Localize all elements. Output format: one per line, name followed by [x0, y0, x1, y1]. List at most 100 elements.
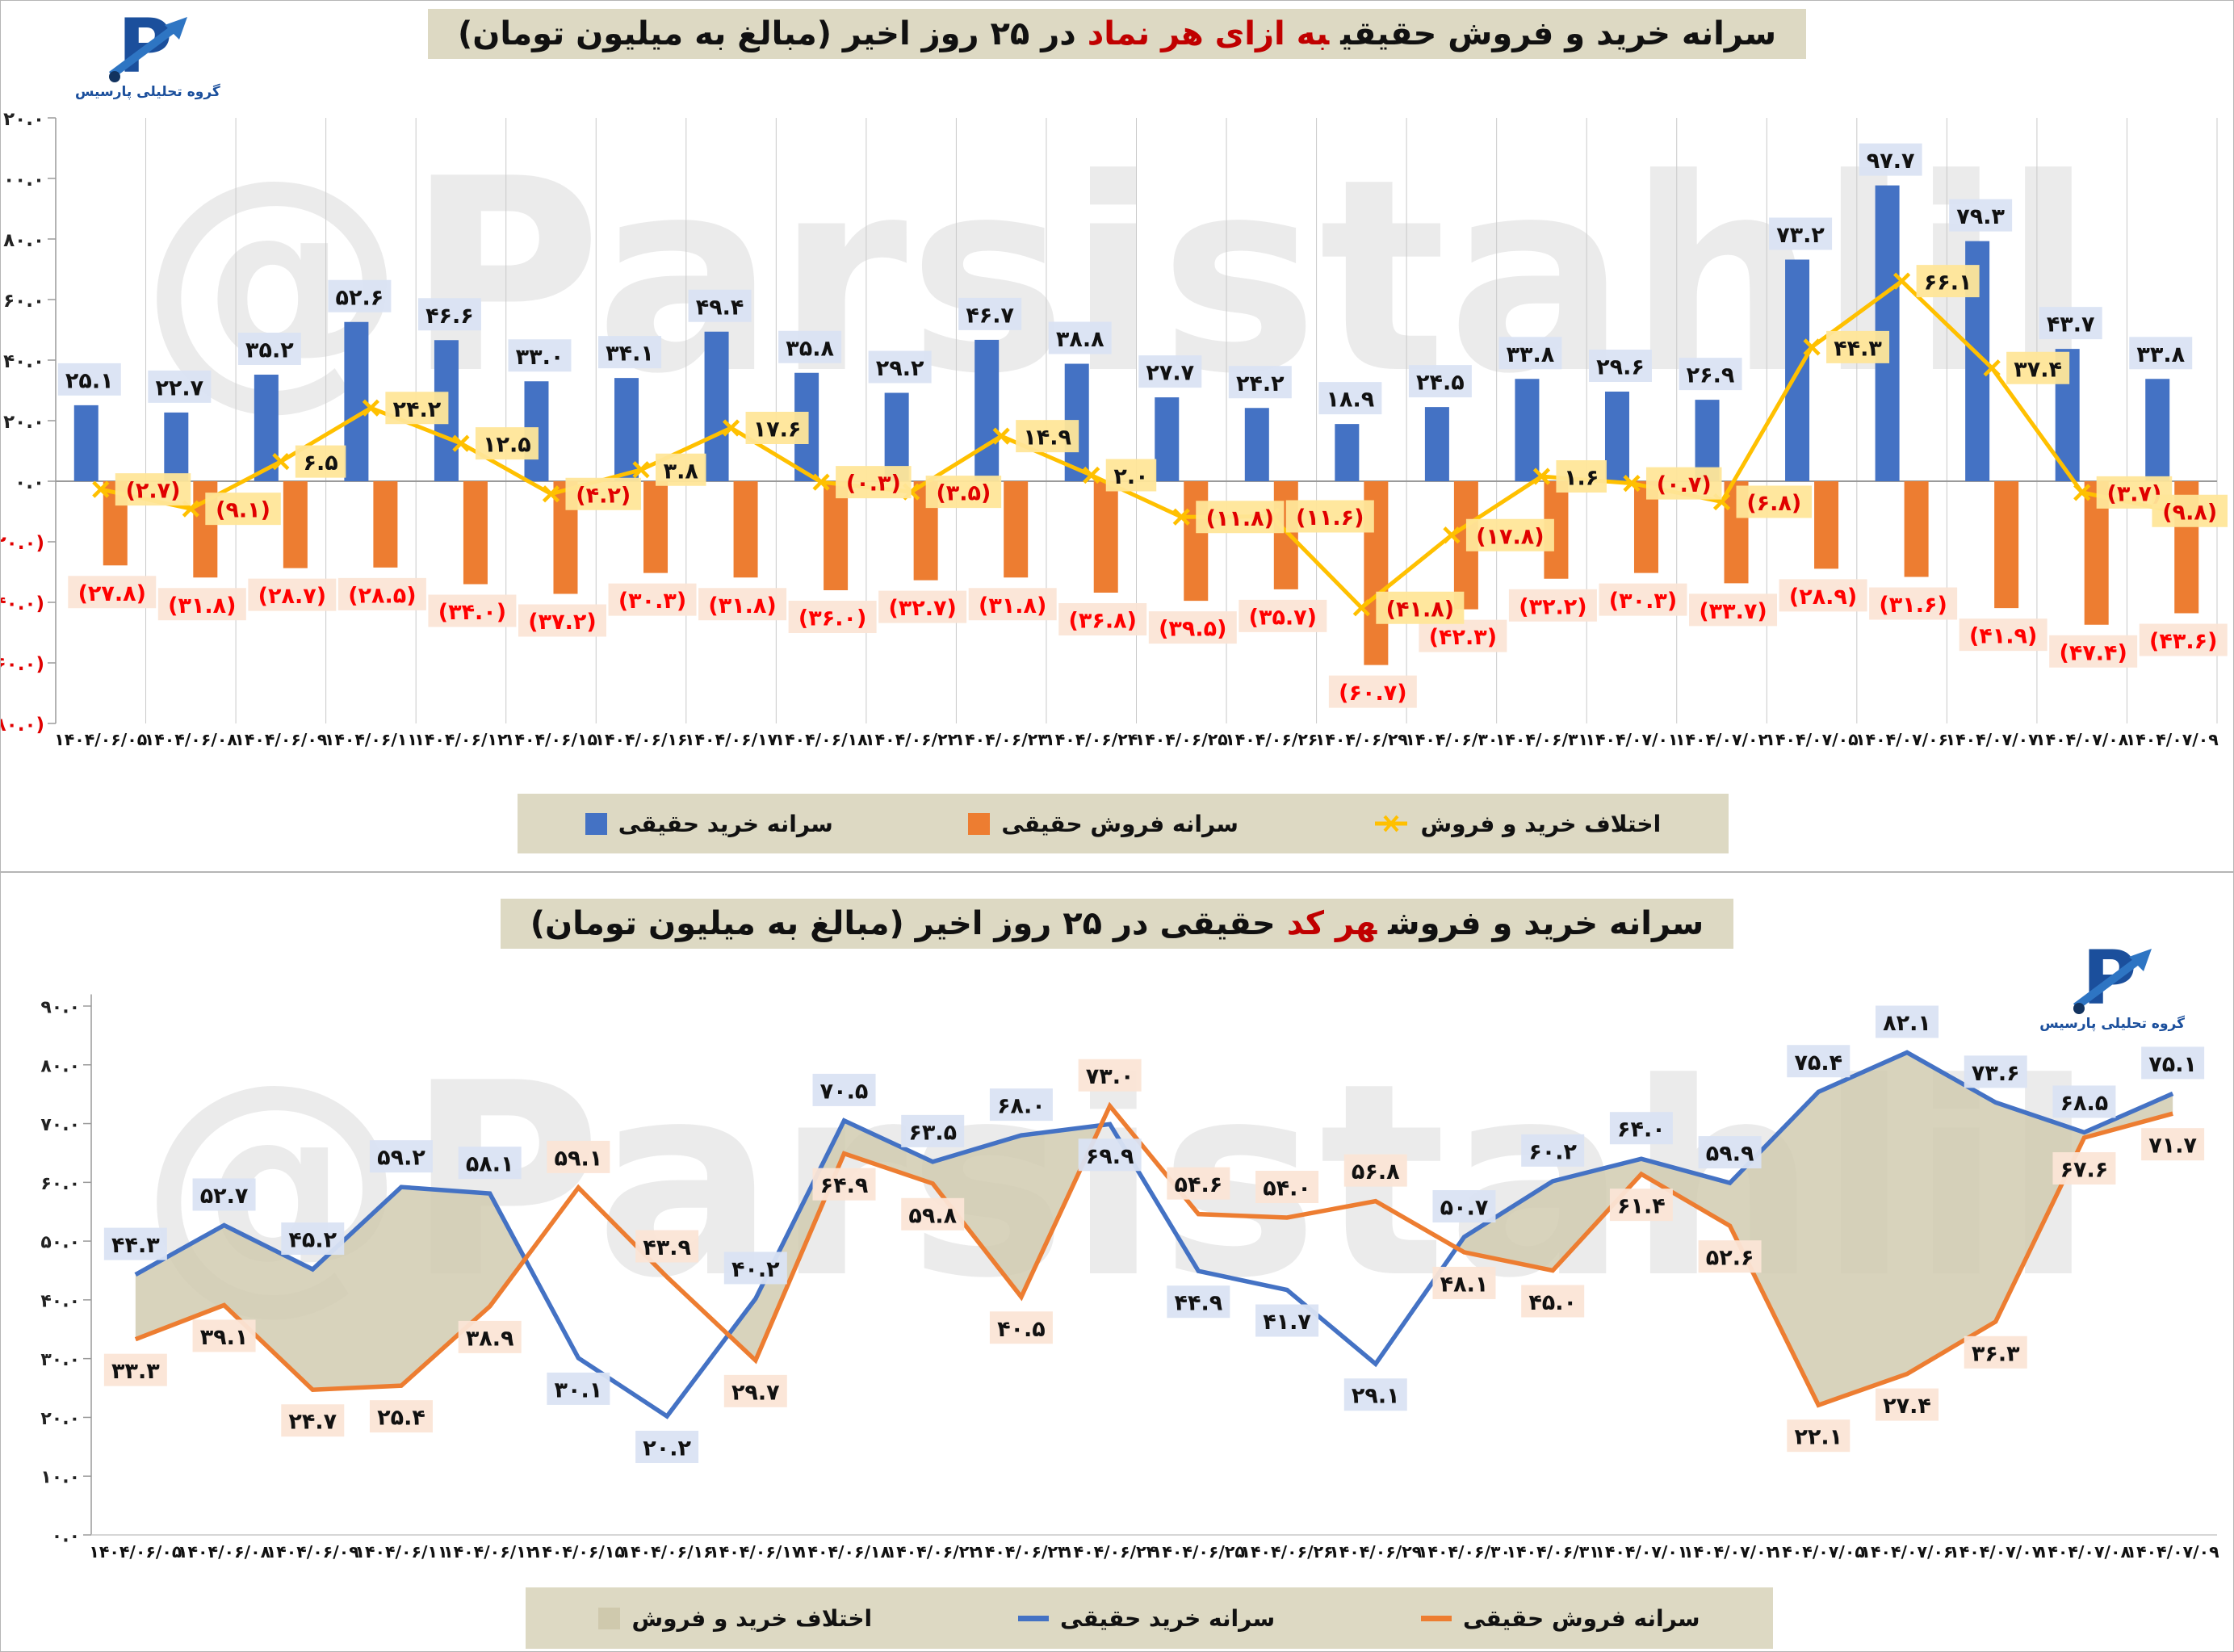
sell-value-label: (۳۴.۰)	[438, 600, 506, 625]
bar-buy	[1155, 397, 1180, 481]
diff-value-label-bg	[295, 445, 346, 478]
x-axis-label: ۱۴۰۴/۰۶/۳۱	[1507, 1542, 1599, 1562]
diff-value-label-bg	[1196, 501, 1285, 534]
diff-value-label: ۲۴.۲	[393, 397, 442, 422]
x-axis-label: ۱۴۰۴/۰۶/۱۸	[775, 730, 869, 749]
diff-value-label: ۲.۰	[1113, 464, 1148, 489]
top-x-labels: ۱۴۰۴/۰۶/۰۵۱۴۰۴/۰۶/۰۸۱۴۰۴/۰۶/۰۹۱۴۰۴/۰۶/۱۱…	[54, 730, 2219, 749]
buy-value-label-bg	[417, 298, 481, 331]
parsis-logo: P گروه تحلیلی پارسیس	[75, 6, 220, 100]
sell-point-label-bg	[1787, 1419, 1850, 1453]
bar-buy	[164, 412, 189, 481]
sell-value-label: (۳۲.۷)	[888, 596, 956, 621]
sell-value-label-bg	[1599, 583, 1687, 616]
buy-point-label-bg	[989, 1088, 1053, 1122]
sell-point-label-bg	[1432, 1266, 1496, 1299]
y-tick-label: (۸۰.۰)	[1, 715, 44, 736]
x-axis-label: ۱۴۰۴/۰۷/۰۵	[1772, 1542, 1865, 1562]
x-axis-label: ۱۴۰۴/۰۶/۱۶	[594, 730, 687, 749]
top-chart-legend: سرانه خرید حقیقی سرانه فروش حقیقی اختلاف خ…	[518, 794, 1729, 853]
buy-value-label: ۳۳.۸	[2136, 342, 2185, 367]
sell-point-label-bg	[812, 1168, 876, 1201]
sell-point-label: ۳۶.۳	[1972, 1341, 2020, 1366]
sell-point-label: ۲۷.۴	[1883, 1394, 1931, 1419]
diff-value-label-bg	[385, 392, 449, 425]
buy-point-label: ۲۹.۱	[1352, 1384, 1400, 1409]
x-axis-label: ۱۴۰۴/۰۶/۲۵	[1135, 730, 1228, 749]
buy-value-label: ۲۹.۶	[1596, 355, 1645, 380]
legend-item-label: سرانه فروش حقیقی	[1462, 1604, 1700, 1632]
sell-value-label: (۴۱.۹)	[1969, 624, 2037, 649]
sell-value-label-bg	[157, 588, 246, 621]
sell-point-label-bg	[901, 1197, 965, 1231]
buy-value-label: ۳۳.۰	[516, 345, 564, 370]
x-axis-label: ۱۴۰۴/۰۷/۰۸	[2035, 730, 2129, 749]
buy-point-label-bg	[1078, 1138, 1142, 1172]
x-axis-label: ۱۴۰۴/۰۶/۱۵	[532, 1542, 625, 1562]
sell-point-label: ۳۸.۹	[466, 1326, 514, 1351]
x-axis-label: ۱۴۰۴/۰۶/۰۸	[178, 1542, 271, 1562]
buy-point-label: ۷۵.۴	[1794, 1050, 1842, 1075]
bar-buy	[974, 339, 1000, 481]
buy-value-label-bg	[1228, 366, 1292, 399]
legend-item-label: اختلاف خرید و فروش	[1420, 810, 1662, 837]
top-y-ticks: ۱۲۰.۰ ۱۰۰.۰ ۸۰.۰ ۶۰.۰ ۴۰.۰ ۲۰.۰ ۰.۰ (۲۰.۰) (۴۰.۰…	[1, 109, 56, 736]
diff-value-label-bg	[2006, 351, 2070, 384]
buy-point-label: ۴۵.۲	[288, 1228, 337, 1253]
legend-area-swatch-icon	[598, 1607, 621, 1629]
top-title-part2: در ۲۵ روز اخیر (مبالغ به میلیون تومان)	[457, 15, 1076, 52]
x-marker	[722, 419, 740, 437]
bar-sell	[373, 481, 398, 568]
diff-value-label-bg	[1285, 500, 1374, 533]
x-axis-label: ۱۴۰۴/۰۶/۱۱	[354, 1542, 447, 1562]
x-marker	[1893, 272, 1911, 290]
sell-value-label: (۲۸.۹)	[1789, 585, 1857, 610]
diff-value-label: (۳.۵)	[936, 481, 991, 506]
buy-value-label-bg	[1498, 337, 1562, 370]
x-marker	[452, 434, 470, 452]
diff-value-label-bg	[475, 427, 539, 460]
buy-point-label: ۴۰.۲	[731, 1257, 780, 1282]
buy-point-label: ۲۰.۲	[643, 1436, 691, 1461]
sell-point-label-bg	[1964, 1335, 2027, 1369]
diff-value-label-bg	[1826, 330, 1890, 363]
buy-value-label: ۲۹.۲	[876, 356, 924, 381]
sell-value-label: (۲۸.۷)	[258, 584, 326, 609]
bottom-chart-title: سرانه خرید و فروش هر کد حقیقی در ۲۵ روز اخ…	[500, 899, 1734, 949]
buy-line	[134, 1050, 2174, 1419]
x-axis-label: ۱۴۰۴/۰۶/۰۹	[266, 1542, 360, 1562]
buy-point-label: ۶۴.۰	[1617, 1117, 1666, 1143]
sell-point-label-bg	[2052, 1152, 2116, 1185]
sell-point-label-bg	[1078, 1059, 1142, 1092]
bar-buy	[2145, 379, 2170, 481]
sell-point-label: ۵۴.۰	[1263, 1176, 1311, 1201]
sell-value-label-bg	[337, 577, 426, 610]
sell-point-label: ۳۹.۱	[200, 1325, 249, 1350]
x-axis-label: ۱۴۰۴/۰۶/۲۵	[1152, 1542, 1245, 1562]
buy-bar-labels: ۲۵.۱ ۲۲.۷ ۳۵.۲ ۵۲.۶ ۴۶.۶ ۳۳.۰ ۳۴.۱ ۴۹.۴ ۳۵.۸ ۲۹.۲…	[57, 143, 2193, 415]
buy-value-label: ۴۳.۷	[2047, 312, 2095, 338]
legend-diff-marker-icon	[1375, 815, 1408, 832]
buy-value-label-bg	[778, 330, 842, 363]
bar-sell	[1004, 481, 1029, 578]
y-tick-label: ۱۲۰.۰	[1, 109, 44, 130]
sell-point-label: ۵۴.۶	[1175, 1172, 1223, 1197]
buy-point-label-bg	[635, 1430, 699, 1463]
diff-value-label-bg	[1016, 420, 1079, 453]
buy-point-label-bg	[901, 1114, 965, 1147]
x-axis-label: ۱۴۰۴/۰۶/۳۰	[1405, 730, 1498, 749]
legend-item-0: سرانه خرید حقیقی	[585, 811, 833, 837]
buy-point-label: ۴۴.۹	[1175, 1291, 1223, 1316]
buy-point-label: ۶۸.۵	[2060, 1091, 2109, 1116]
legend-item-1: سرانه فروش حقیقی	[968, 811, 1239, 837]
bottom-x-labels: ۱۴۰۴/۰۶/۰۵۱۴۰۴/۰۶/۰۸۱۴۰۴/۰۶/۰۹۱۴۰۴/۰۶/۱۱…	[89, 1542, 2219, 1562]
bar-sell	[1093, 481, 1118, 593]
x-marker	[2073, 484, 2091, 501]
y-tick-label: ۱۰۰.۰	[1, 170, 44, 191]
parsis-logo-caption: گروه تحلیلی پارسیس	[75, 84, 220, 100]
buy-point-label: ۷۳.۶	[1972, 1061, 2020, 1086]
buy-point-label-bg	[1698, 1136, 1762, 1169]
buy-value-label-bg	[328, 279, 392, 312]
sell-point-label-bg	[281, 1404, 345, 1437]
